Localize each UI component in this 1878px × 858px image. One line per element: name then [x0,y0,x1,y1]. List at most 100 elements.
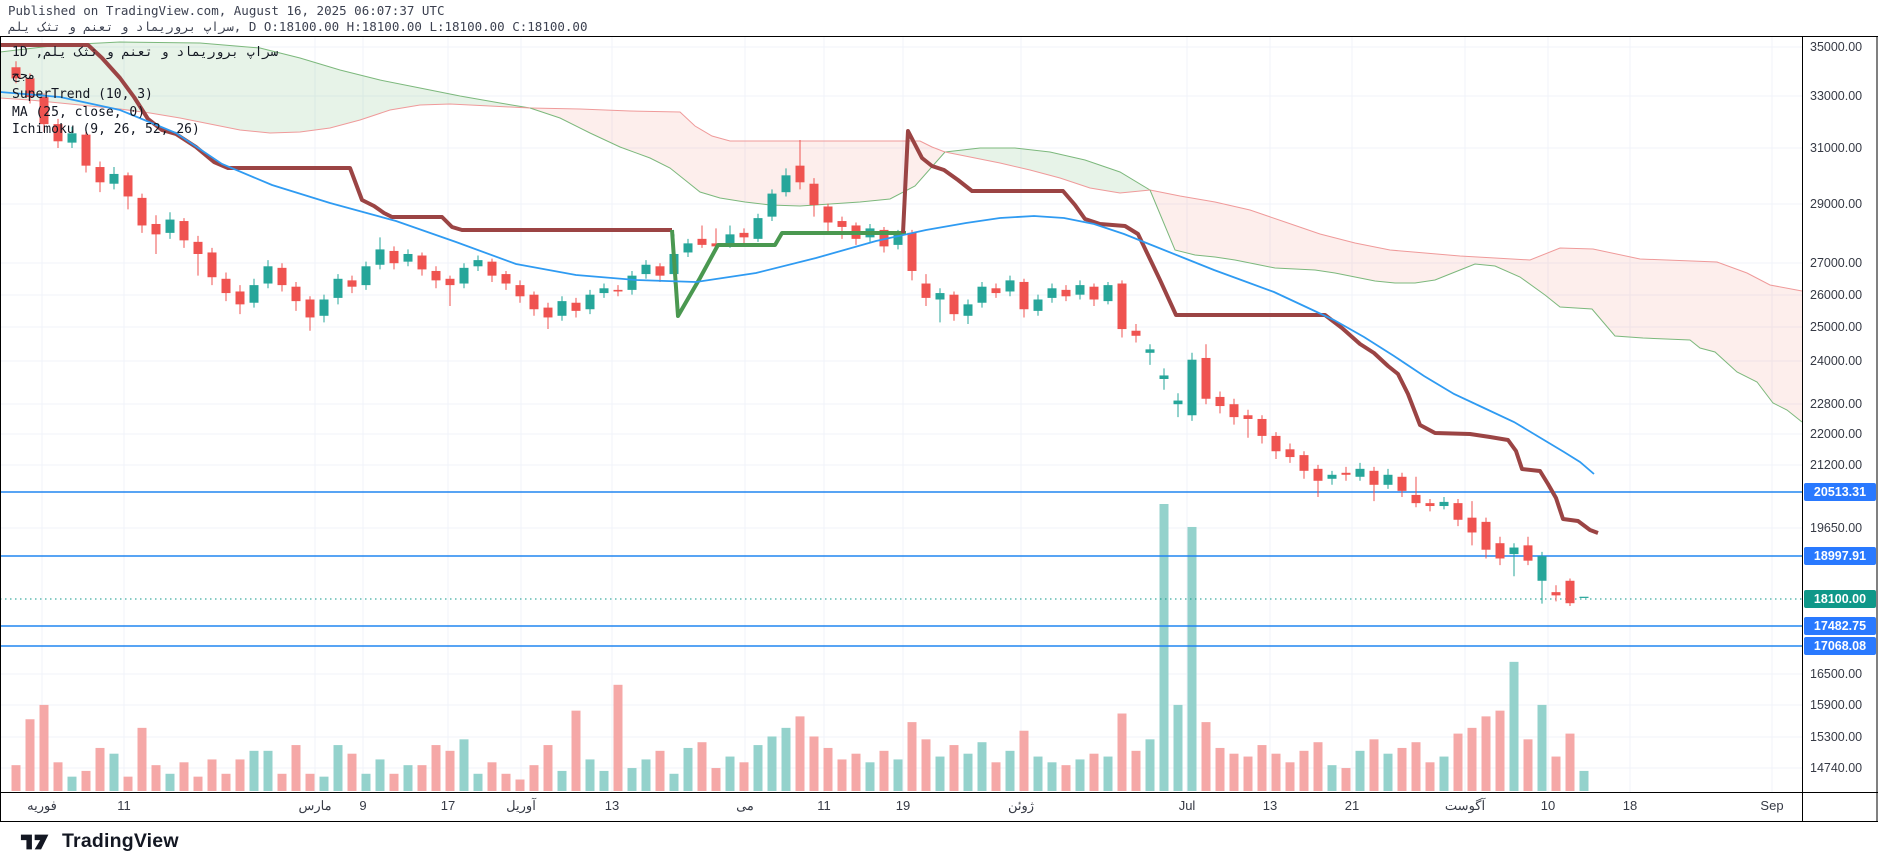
price-axis-label: 35000.00 [1810,40,1863,54]
candle-body [361,266,371,286]
volume-bar [1481,716,1491,791]
volume-bar [235,759,245,791]
time-axis-label: 13 [1262,798,1278,813]
price-axis-label: 25000.00 [1810,320,1863,334]
candle-body [53,124,63,142]
candle-body [221,278,231,294]
candle-body [1355,468,1365,477]
candle-body [277,267,287,286]
volume-bar [193,776,203,791]
price-axis[interactable]: 35000.00 33000.00 31000.00 29000.00 27000.00… [1802,0,1878,858]
candle-body [879,229,889,247]
ichimoku-senkou-line [1149,189,1803,292]
candle-body [1257,418,1267,436]
candle-body [1271,435,1281,452]
volume-bar [81,770,91,791]
volume-bar [1327,765,1337,791]
time-axis-label: 11 [817,798,831,813]
volume-bar [109,753,119,791]
tradingview-logo-text: TradingView [62,830,179,852]
volume-bar [319,776,329,791]
candle-body [515,285,525,297]
time-axis-label: 11 [117,798,131,813]
volume-bar [221,773,231,791]
volume-bar [1537,704,1547,791]
volume-bar [347,753,357,791]
volume-bar [1551,756,1561,791]
price-axis-label: 22000.00 [1810,427,1863,441]
legend-volume-indicator[interactable]: مجح [12,68,36,83]
alert-price-badge: 17482.75 [1804,617,1876,635]
candle-body [95,167,105,183]
time-axis-label: 13 [604,798,620,813]
candle-body [1411,494,1421,504]
volume-bar [431,745,441,791]
volume-bar [1117,713,1127,791]
volume-bar [1033,756,1043,791]
price-axis-label: 15300.00 [1810,730,1863,744]
price-axis-label: 29000.00 [1810,197,1863,211]
volume-bar [1005,750,1015,791]
volume-bar [613,684,623,791]
volume-bar [11,765,21,791]
supertrend-line-down [901,129,1599,535]
volume-bar [907,722,917,791]
candle-body [599,288,609,294]
candle-body [431,270,441,281]
legend-ichimoku-indicator[interactable]: Ichimoku (9, 26, 52, 26) [12,122,200,137]
time-axis-label: ژوئن [1007,798,1035,813]
candle-body [403,253,413,262]
time-axis-label: آوریل [506,798,536,813]
candle-body [641,264,651,275]
candle-body [501,274,511,284]
volume-bar [1579,770,1589,791]
candle-body [949,294,959,315]
price-axis-label: 16500.00 [1810,667,1863,681]
candle-body [235,291,245,305]
candle-body [1341,472,1351,475]
candle-body [319,299,329,316]
candle-body [67,133,77,143]
volume-bar [935,756,945,791]
candle-body [375,249,385,265]
volume-bar [977,742,987,791]
candle-body [445,278,455,286]
candle-body [1047,288,1057,298]
price-axis-label: 31000.00 [1810,141,1863,155]
candle-body [1327,474,1337,479]
alert-price-badge: 20513.31 [1804,483,1876,501]
candle-body [109,173,119,184]
time-axis-label: می [736,798,754,813]
volume-bar [1411,742,1421,791]
volume-bar [1397,747,1407,791]
alert-price-badge: 17068.08 [1804,637,1876,655]
volume-bar [389,773,399,791]
ma25-line [0,91,1595,475]
time-axis-label: 19 [895,798,911,813]
volume-bar [599,770,609,791]
ichimoku-senkou-line [944,147,1151,191]
time-axis-label: آگوست [1444,798,1486,813]
volume-bar [1439,756,1449,791]
volume-bar [249,750,259,791]
candle-body [1187,359,1197,416]
time-axis[interactable]: فوریه 11 مارس 9 17 آوریل 13 می 11 19 ژوئن Jul 13 21 آگ… [0,792,1802,822]
ichimoku-senkou-line [0,41,531,109]
volume-bar [515,779,525,791]
last-price-badge: 18100.00 [1804,590,1876,608]
ichimoku-senkou-line [944,151,1151,194]
legend-ma-indicator[interactable]: MA (25, close, 0) [12,105,146,120]
tradingview-logo[interactable]: TradingView [20,830,179,853]
candle-body [1565,580,1575,604]
volume-bar [809,736,819,791]
legend-symbol-title[interactable]: سراپ بروریماد و تعنم و تثک یلم, 1D [12,45,279,60]
volume-bar [739,762,749,791]
legend-supertrend-indicator[interactable]: SuperTrend (10, 3) [12,87,153,102]
volume-bar [1565,733,1575,791]
volume-bar [207,759,217,791]
volume-bar [53,762,63,791]
candle-body [39,97,49,125]
candle-body [1131,330,1141,336]
